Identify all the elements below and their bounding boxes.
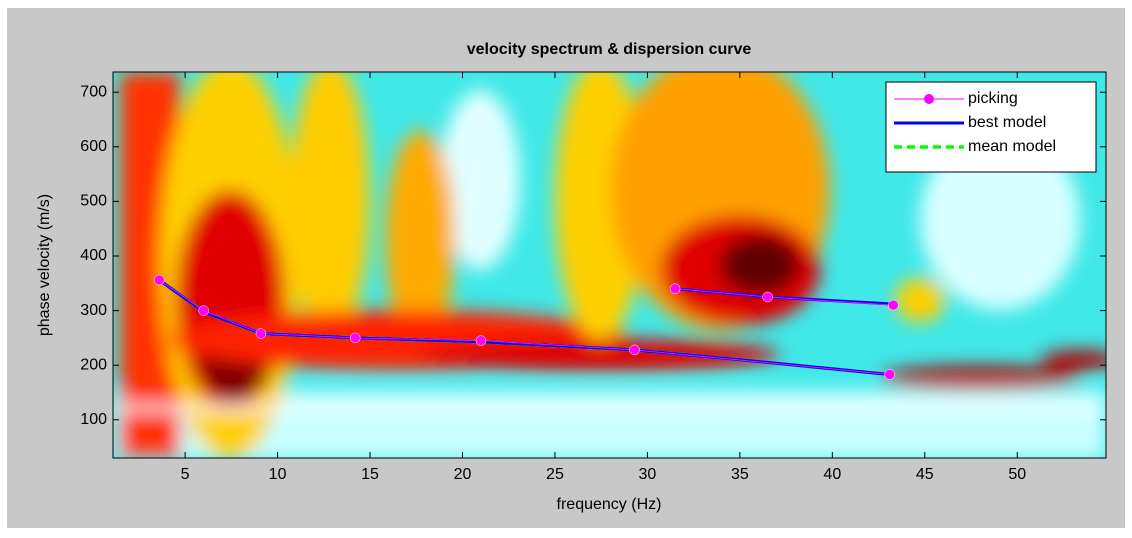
x-tick-label: 5 xyxy=(181,466,190,483)
x-tick-label: 45 xyxy=(916,466,934,483)
legend: picking best model mean model xyxy=(885,81,1097,173)
y-tick-label: 500 xyxy=(80,193,107,210)
pick-marker xyxy=(884,369,895,380)
pick-marker xyxy=(255,328,267,339)
x-tick-label: 20 xyxy=(454,466,472,483)
pick-marker xyxy=(669,283,681,294)
x-axis-label: frequency (Hz) xyxy=(557,496,662,513)
x-tick-label: 40 xyxy=(823,466,841,483)
pick-marker xyxy=(762,291,773,303)
x-tick-label: 25 xyxy=(546,466,564,483)
legend-marker xyxy=(924,94,934,104)
plot-frame xyxy=(112,71,1107,459)
x-tick-label: 50 xyxy=(1008,466,1026,483)
chart-title: velocity spectrum & dispersion curve xyxy=(467,41,752,58)
x-tick-label: 35 xyxy=(731,466,749,483)
y-tick-label: 400 xyxy=(80,247,107,264)
pick-marker xyxy=(349,332,361,344)
pick-marker xyxy=(888,299,899,311)
pick-marker xyxy=(475,335,487,346)
x-tick-label: 15 xyxy=(361,466,379,483)
y-tick-label: 200 xyxy=(80,356,107,373)
y-axis-label: phase velocity (m/s) xyxy=(36,194,53,336)
y-tick-label: 700 xyxy=(80,83,107,100)
x-tick-label: 10 xyxy=(269,466,287,483)
y-tick-label: 600 xyxy=(80,138,107,155)
legend-box xyxy=(885,81,1097,173)
legend-label: mean model xyxy=(968,138,1056,155)
x-tick-label: 30 xyxy=(639,466,657,483)
pick-marker xyxy=(198,305,209,316)
pick-marker xyxy=(629,344,640,356)
legend-label: best model xyxy=(968,114,1046,131)
y-tick-label: 300 xyxy=(80,302,107,319)
plot-lines xyxy=(153,274,899,380)
legend-label: picking xyxy=(968,90,1018,107)
y-tick-label: 100 xyxy=(80,411,107,428)
pick-marker xyxy=(153,274,165,286)
